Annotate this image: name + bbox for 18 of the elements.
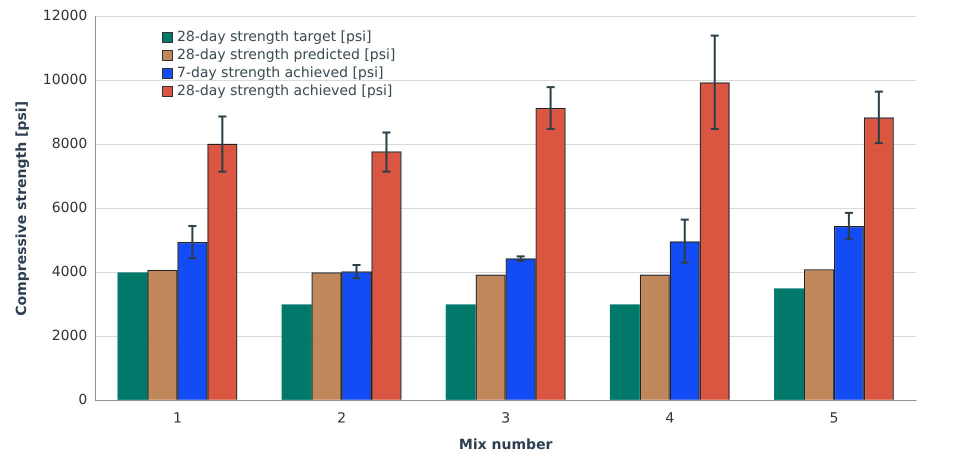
- y-tick-label: 12000: [42, 8, 88, 24]
- legend-label: 28-day strength predicted [psi]: [177, 46, 396, 64]
- x-tick-label: 5: [829, 410, 838, 426]
- x-tick-label: 2: [337, 410, 346, 426]
- x-axis-title: Mix number: [458, 437, 553, 454]
- x-tick-label: 3: [501, 410, 510, 426]
- y-tick-label: 8000: [52, 136, 88, 152]
- y-tick-label: 0: [78, 392, 88, 408]
- y-axis-title: Compressive strength [psi]: [14, 101, 30, 316]
- legend-label: 28-day strength target [psi]: [177, 28, 372, 46]
- legend-label: 7-day strength achieved [psi]: [177, 64, 384, 82]
- y-tick-label: 10000: [42, 72, 88, 88]
- x-tick-label: 1: [172, 410, 182, 426]
- y-tick-label: 4000: [52, 264, 88, 280]
- x-tick-label: 4: [665, 410, 674, 426]
- y-tick-label: 6000: [52, 200, 88, 216]
- legend-label: 28-day strength achieved [psi]: [177, 82, 392, 100]
- y-tick-label: 2000: [52, 328, 88, 344]
